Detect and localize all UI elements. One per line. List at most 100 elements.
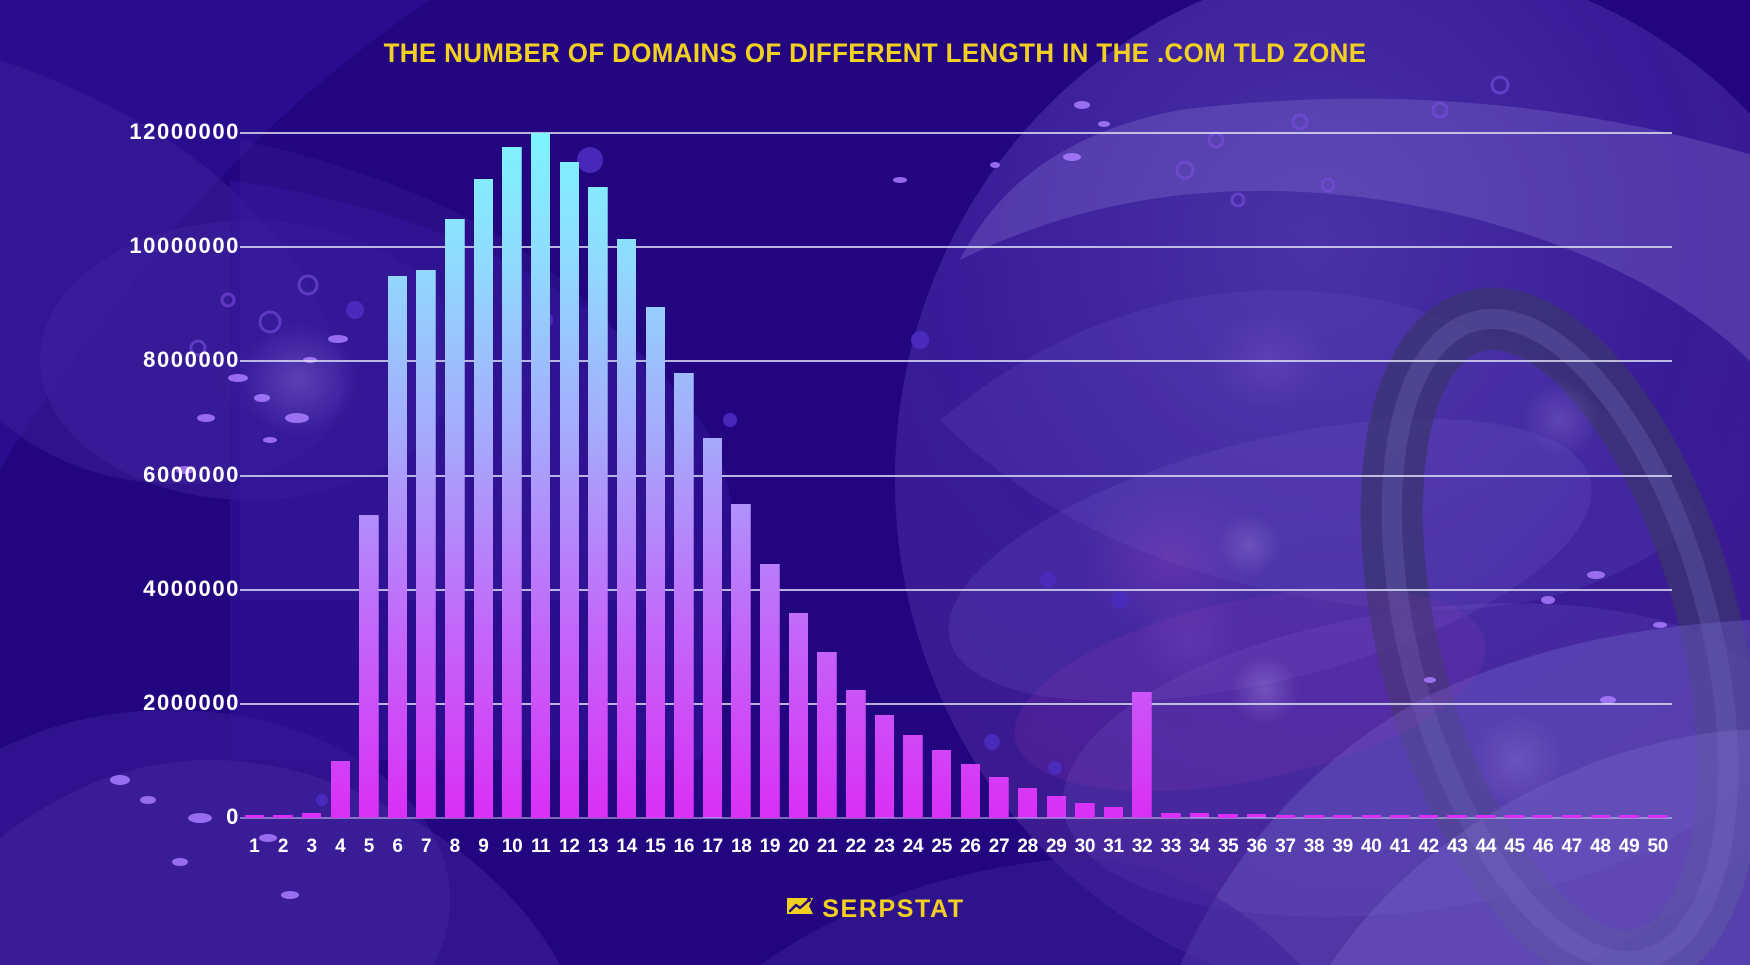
bar-slot (899, 133, 928, 818)
bar-slot (412, 133, 441, 818)
bar-slot (1615, 133, 1644, 818)
brand-name: SERPSTAT (822, 895, 965, 923)
bar-series (240, 133, 1672, 818)
bar[interactable] (1103, 806, 1124, 818)
bar[interactable] (387, 275, 408, 818)
x-axis-tick-label: 12 (559, 836, 580, 857)
bar[interactable] (989, 776, 1009, 818)
bar[interactable] (846, 689, 866, 818)
bar[interactable] (674, 372, 694, 818)
bar-slot (1185, 133, 1214, 818)
bar[interactable] (1161, 812, 1181, 818)
bar[interactable] (788, 612, 809, 818)
bar[interactable] (445, 218, 465, 818)
bar[interactable] (244, 815, 265, 818)
bar[interactable] (273, 815, 293, 818)
x-axis-tick-label: 41 (1389, 836, 1411, 857)
bar[interactable] (1218, 814, 1238, 818)
bar[interactable] (1418, 815, 1439, 818)
bar[interactable] (1504, 815, 1525, 818)
x-axis-tick-label: 23 (874, 836, 895, 857)
bar-slot (1271, 133, 1300, 818)
bar[interactable] (301, 812, 322, 818)
bar[interactable] (1447, 815, 1467, 818)
bar[interactable] (1075, 802, 1095, 818)
x-axis-tick-label: 50 (1647, 836, 1668, 857)
bar[interactable] (502, 147, 522, 818)
bar[interactable] (645, 307, 666, 818)
bar[interactable] (903, 735, 923, 818)
x-axis-tick-label: 28 (1017, 836, 1038, 857)
x-axis-tick-label: 14 (616, 836, 637, 857)
y-axis-tick-label: 4000000 (143, 575, 240, 601)
bar[interactable] (1332, 815, 1353, 818)
bar-slot (526, 133, 555, 818)
bar-slot (240, 133, 269, 818)
x-axis-tick-label: 5 (363, 836, 375, 857)
bar[interactable] (473, 178, 494, 818)
bar[interactable] (1647, 815, 1668, 818)
x-axis-tick-label: 15 (645, 836, 666, 857)
bar-slot (698, 133, 727, 818)
x-axis-tick-label: 30 (1074, 836, 1096, 857)
bar[interactable] (1476, 815, 1496, 818)
x-axis-tick-label: 26 (960, 836, 981, 857)
bar-slot (756, 133, 785, 818)
bar[interactable] (1017, 788, 1038, 818)
bar-slot (1586, 133, 1615, 818)
x-axis-tick-label: 6 (392, 836, 403, 857)
bar[interactable] (588, 187, 608, 818)
bar[interactable] (1247, 814, 1267, 818)
bar-slot (383, 133, 412, 818)
bar[interactable] (1361, 815, 1382, 818)
bar[interactable] (330, 760, 350, 818)
bar[interactable] (1304, 815, 1324, 818)
bar[interactable] (616, 238, 637, 818)
bar[interactable] (1590, 815, 1611, 818)
bar[interactable] (1189, 813, 1210, 818)
x-axis-tick-label: 17 (702, 836, 723, 857)
x-axis-tick-label: 29 (1045, 836, 1067, 857)
x-axis-tick-label: 10 (501, 836, 523, 857)
bar-slot (297, 133, 326, 818)
x-axis-tick-label: 38 (1303, 836, 1325, 857)
bar[interactable] (416, 270, 436, 818)
bar[interactable] (1275, 814, 1296, 818)
x-axis-tick-label: 31 (1103, 836, 1124, 857)
bar[interactable] (760, 563, 780, 818)
bar[interactable] (731, 504, 751, 818)
x-axis-tick-label: 1 (249, 836, 260, 857)
bar[interactable] (931, 749, 952, 818)
bar-slot (1013, 133, 1042, 818)
bar-slot (641, 133, 670, 818)
x-axis-tick-label: 46 (1532, 836, 1554, 857)
bar[interactable] (1046, 796, 1066, 818)
bar[interactable] (702, 438, 723, 818)
bar[interactable] (1132, 692, 1152, 818)
bar[interactable] (874, 715, 895, 818)
x-axis-tick-label: 45 (1504, 836, 1525, 857)
bar[interactable] (1619, 815, 1639, 818)
bar[interactable] (359, 515, 379, 818)
bar[interactable] (1562, 815, 1582, 818)
bar[interactable] (1390, 815, 1410, 818)
bar[interactable] (530, 133, 551, 818)
x-axis: 1 2 3 4 5 6 7 8 9 10 11 12 13 14 15 16 17 18 19 20 21 22 23 24 2… (240, 836, 1672, 858)
x-axis-tick-label: 21 (816, 836, 838, 857)
bar[interactable] (1533, 815, 1553, 818)
bar-slot (612, 133, 641, 818)
x-axis-tick-label: 42 (1418, 836, 1439, 857)
x-axis-tick-label: 3 (306, 836, 317, 857)
x-axis-tick-label: 47 (1561, 836, 1583, 857)
bar-slot (1300, 133, 1329, 818)
y-axis-tick-label: 10000000 (129, 233, 240, 259)
bar[interactable] (817, 652, 837, 818)
x-axis-tick-label: 40 (1361, 836, 1382, 857)
brand-logo[interactable]: SERPSTAT (0, 895, 1750, 924)
x-axis-tick-label: 36 (1246, 836, 1268, 857)
bar[interactable] (559, 161, 580, 818)
x-axis-tick-label: 11 (530, 836, 551, 857)
bar-slot (1500, 133, 1529, 818)
bar[interactable] (960, 763, 981, 818)
